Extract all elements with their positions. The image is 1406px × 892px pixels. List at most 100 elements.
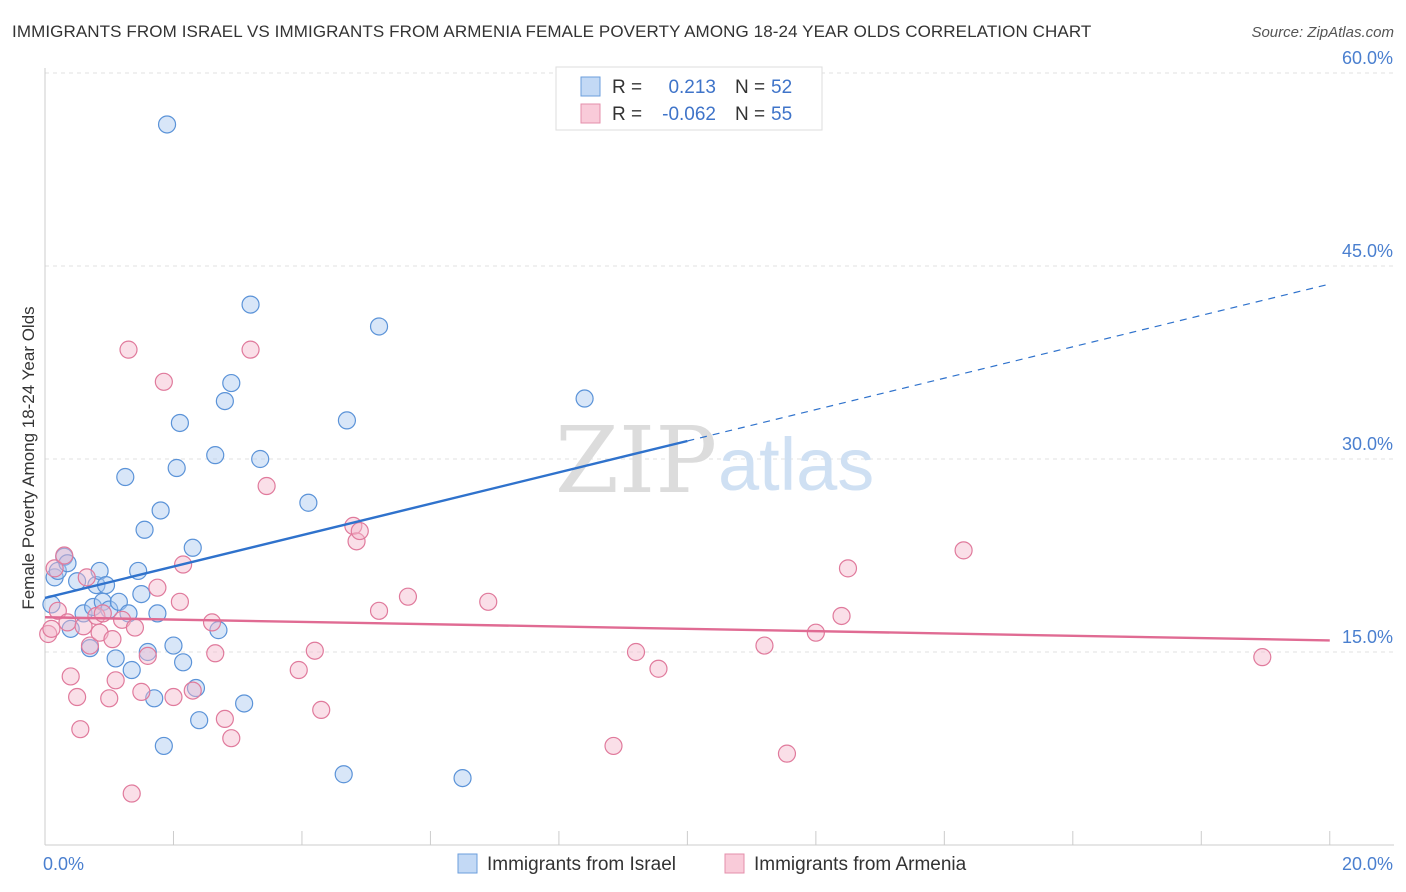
legend-n-value-armenia: 55: [771, 104, 792, 125]
point-israel-35: [190, 711, 209, 730]
point-israel-17: [116, 467, 135, 487]
point-armenia-36: [289, 660, 308, 680]
point-armenia-10: [77, 568, 96, 587]
point-armenia-1: [42, 619, 61, 638]
point-israel-21: [132, 584, 151, 604]
point-armenia-38: [312, 700, 331, 720]
point-armenia-15: [100, 689, 119, 708]
point-israel-34: [186, 678, 206, 698]
trend-line-israel: [44, 439, 688, 600]
point-armenia-24: [148, 578, 167, 597]
trend-line-armenia: [44, 616, 1330, 642]
watermark-zip: ZIP: [555, 407, 717, 514]
series-label-israel: Immigrants from Israel: [487, 854, 676, 875]
point-armenia-33: [222, 729, 241, 748]
legend-n-label-israel: N =: [735, 77, 765, 98]
point-armenia-37: [305, 641, 324, 660]
point-armenia-22: [132, 682, 151, 701]
point-israel-40: [235, 694, 254, 713]
grid-lines: [45, 72, 1394, 653]
point-israel-41: [241, 295, 260, 314]
point-israel-15: [106, 649, 125, 668]
point-israel-31: [170, 413, 189, 433]
watermark: ZIP atlas: [555, 407, 874, 514]
point-israel-38: [215, 392, 234, 411]
series-label-armenia: Immigrants from Armenia: [754, 854, 967, 875]
series-legend: Immigrants from Israel Immigrants from A…: [457, 853, 967, 875]
point-israel-36: [206, 446, 225, 465]
y-tick-label-30: 30.0%: [1342, 434, 1393, 454]
x-tick-label-max: 20.0%: [1342, 854, 1393, 874]
legend-n-label-armenia: N =: [735, 104, 765, 125]
point-armenia-50: [806, 623, 825, 642]
point-israel-23: [138, 642, 157, 662]
point-israel-44: [334, 765, 353, 784]
point-armenia-52: [838, 559, 858, 578]
point-armenia-16: [103, 630, 122, 649]
legend-n-value-israel: 52: [771, 77, 792, 98]
watermark-atlas: atlas: [718, 423, 874, 506]
point-armenia-41: [350, 521, 369, 541]
point-armenia-17: [106, 671, 125, 690]
y-tick-label-15: 15.0%: [1342, 627, 1393, 647]
point-armenia-53: [954, 541, 973, 560]
point-armenia-21: [125, 618, 145, 637]
point-armenia-51: [832, 606, 851, 626]
series-swatch-armenia: [724, 853, 745, 874]
point-israel-43: [299, 493, 318, 512]
point-armenia-31: [206, 644, 225, 663]
point-armenia-19: [119, 340, 138, 359]
point-israel-39: [222, 373, 241, 393]
data-points: [39, 115, 1272, 803]
legend-r-value-armenia: -0.062: [662, 104, 716, 125]
trend-line-israel-projection: [687, 283, 1330, 442]
legend-r-label-armenia: R =: [612, 104, 642, 125]
source-label: Source: ZipAtlas.com: [1251, 24, 1394, 41]
point-armenia-48: [755, 636, 774, 655]
point-armenia-46: [626, 642, 646, 662]
point-armenia-45: [604, 736, 623, 756]
point-armenia-7: [68, 687, 87, 707]
point-armenia-47: [649, 659, 668, 678]
legend-r-label-israel: R =: [612, 77, 642, 98]
point-armenia-29: [183, 681, 202, 700]
point-israel-32: [174, 653, 193, 672]
point-israel-22: [135, 520, 154, 539]
point-israel-33: [183, 538, 202, 557]
y-tick-label-45: 45.0%: [1342, 241, 1393, 261]
point-armenia-49: [777, 744, 797, 763]
point-armenia-44: [479, 592, 498, 611]
legend-r-value-israel: 0.213: [668, 77, 716, 98]
series-swatch-israel: [457, 853, 478, 874]
point-armenia-0: [39, 624, 58, 644]
point-armenia-8: [71, 720, 90, 739]
axes: 15.0% 30.0% 45.0% 60.0% 0.0% 20.0%: [43, 48, 1394, 874]
trend-lines: [44, 283, 1330, 642]
point-israel-29: [164, 636, 183, 655]
point-armenia-11: [80, 636, 100, 655]
point-armenia-26: [164, 687, 183, 707]
point-armenia-20: [122, 784, 141, 803]
point-israel-47: [453, 768, 472, 788]
point-armenia-4: [55, 546, 74, 565]
y-tick-label-60: 60.0%: [1342, 48, 1393, 68]
point-israel-19: [122, 660, 141, 680]
point-armenia-27: [170, 592, 189, 611]
point-armenia-34: [241, 340, 260, 359]
point-armenia-43: [398, 587, 418, 606]
x-tick-label-min: 0.0%: [43, 854, 84, 874]
point-israel-46: [369, 317, 389, 336]
point-armenia-54: [1253, 648, 1272, 667]
point-israel-27: [154, 736, 173, 756]
point-armenia-32: [215, 709, 234, 729]
stats-legend: R = 0.213 N = 52 R = -0.062 N = 55: [555, 66, 823, 131]
point-israel-26: [151, 501, 170, 520]
point-armenia-6: [61, 667, 80, 686]
point-armenia-42: [369, 601, 389, 620]
point-israel-45: [337, 411, 357, 430]
point-israel-25: [148, 604, 167, 623]
point-armenia-23: [138, 646, 157, 665]
point-armenia-2: [45, 559, 64, 578]
point-armenia-40: [347, 532, 366, 551]
